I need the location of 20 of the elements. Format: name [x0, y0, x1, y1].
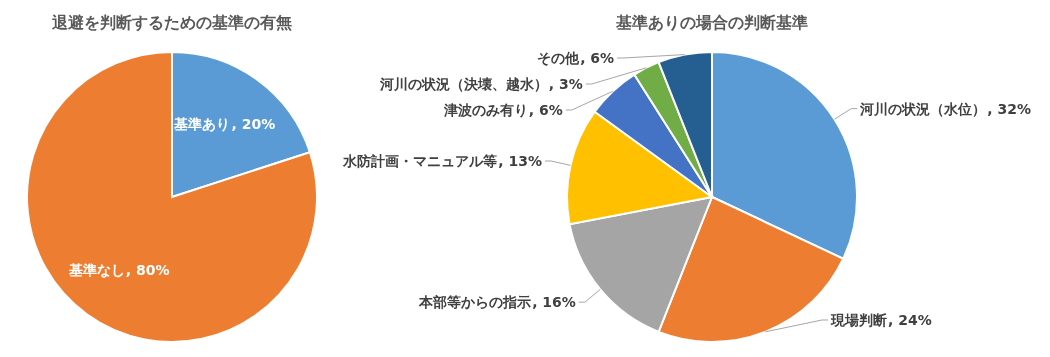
data-label: , 6%	[580, 50, 615, 66]
chart-title: 基準ありの場合の判断基準	[615, 13, 808, 32]
data-label: , 32%	[987, 100, 1032, 117]
chart-title: 退避を判断するための基準の有無	[51, 13, 292, 32]
data-label: , 3%	[548, 76, 583, 92]
slice-label: 現場判断	[829, 312, 887, 328]
slice-label: 河川の状況（水位）	[859, 100, 987, 117]
slice-label: 水防計画・マニュアル等	[342, 153, 498, 170]
data-label: , 13%	[498, 153, 542, 170]
data-label: , 16%	[532, 294, 576, 311]
slice-label: 基準なし	[67, 261, 125, 278]
data-label: , 6%	[528, 102, 563, 118]
slice-label: 津波のみ有り	[442, 102, 528, 118]
slice-label: その他	[537, 50, 581, 66]
data-label: , 24%	[887, 312, 932, 328]
data-label: , 20%	[231, 116, 276, 133]
data-label: , 80%	[125, 261, 170, 278]
slice-label: 河川の状況（決壊、越水）	[378, 76, 548, 92]
slice-label: 本部等からの指示	[418, 294, 532, 311]
slice-label: 基準あり	[173, 116, 231, 133]
